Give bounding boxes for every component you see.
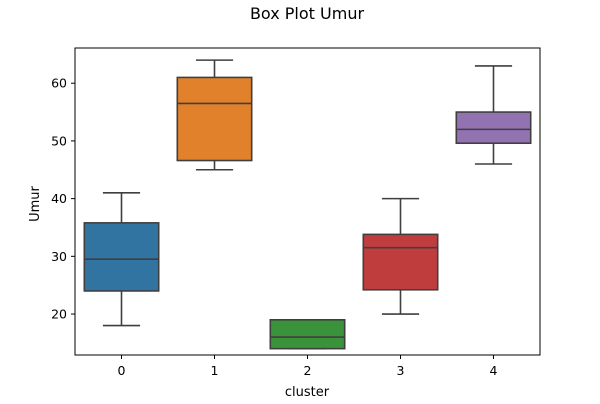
box-3 bbox=[362, 233, 439, 291]
y-tick-label-50: 50 bbox=[51, 133, 67, 148]
x-tick-label-0: 0 bbox=[118, 363, 126, 378]
x-tick-label-2: 2 bbox=[304, 363, 312, 378]
y-tick-label-30: 30 bbox=[51, 249, 67, 264]
chart-title: Box Plot Umur bbox=[250, 4, 365, 23]
y-axis-label: Umur bbox=[28, 185, 43, 221]
box-0 bbox=[83, 222, 160, 292]
x-tick-label-4: 4 bbox=[490, 363, 498, 378]
box-4 bbox=[455, 111, 532, 145]
y-tick-label-20: 20 bbox=[51, 307, 67, 322]
y-tick-label-60: 60 bbox=[51, 76, 67, 91]
box-2 bbox=[269, 318, 346, 350]
box-1 bbox=[176, 76, 253, 162]
plot-frame bbox=[74, 47, 541, 356]
x-tick-label-1: 1 bbox=[211, 363, 219, 378]
y-tick-label-40: 40 bbox=[51, 191, 67, 206]
plot-area: 20 30 40 50 60 0 1 2 3 4 bbox=[51, 47, 541, 378]
x-tick-label-3: 3 bbox=[397, 363, 405, 378]
x-axis-label: cluster bbox=[285, 385, 330, 400]
